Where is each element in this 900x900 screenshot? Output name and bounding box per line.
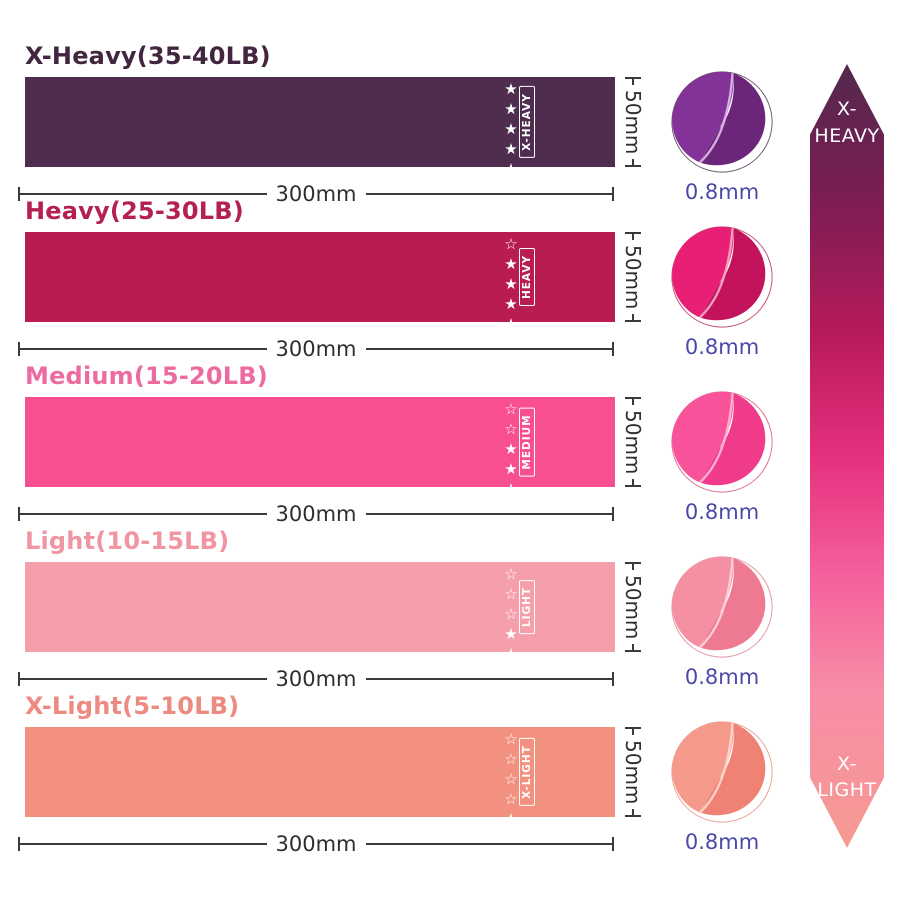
- band-rectangle: ☆☆☆★★ LIGHT: [25, 562, 615, 665]
- band-row-x-light: X-Light(5-10LB) ☆☆☆☆★ X-LIGHT 300mm 50mm: [0, 690, 900, 856]
- band-rectangle: ☆☆★★★ MEDIUM: [25, 397, 615, 500]
- thickness-label: 0.8mm: [684, 665, 760, 689]
- band-title: Medium(15-20LB): [25, 362, 268, 390]
- band-fold-thumbnail: [669, 719, 775, 825]
- height-label: 50mm: [621, 244, 645, 310]
- dimension-tick: [612, 672, 614, 686]
- dimension-tick: [612, 342, 614, 356]
- dimension-tick: [625, 562, 641, 570]
- band-title: Heavy(25-30LB): [25, 197, 244, 225]
- dimension-tick: [625, 397, 641, 405]
- folded-band-icon: [671, 721, 773, 823]
- band-fold-thumbnail: [669, 69, 775, 175]
- thickness-label: 0.8mm: [684, 830, 760, 854]
- width-dimension: 300mm: [18, 667, 614, 691]
- width-label: 300mm: [275, 832, 357, 856]
- dimension-tick: [18, 507, 20, 521]
- dimension-tick: [18, 342, 20, 356]
- band-tag-label: LIGHT: [519, 579, 535, 635]
- height-label: 50mm: [621, 89, 645, 155]
- star-rating: ☆☆☆☆★: [502, 730, 520, 830]
- band-fold-thumbnail: [669, 389, 775, 495]
- band-title: X-Heavy(35-40LB): [25, 42, 271, 70]
- height-dimension: 50mm: [620, 77, 646, 167]
- height-dimension: 50mm: [620, 562, 646, 652]
- dimension-line: [20, 193, 267, 195]
- thickness-label: 0.8mm: [684, 500, 760, 524]
- star-rating: ★★★★★: [502, 80, 520, 180]
- band-rectangle: ☆☆☆☆★ X-LIGHT: [25, 727, 615, 830]
- dimension-tick: [612, 507, 614, 521]
- band-fold-thumbnail: [669, 224, 775, 330]
- thickness-label: 0.8mm: [684, 180, 760, 204]
- dimension-line: [365, 678, 612, 680]
- band-title: X-Light(5-10LB): [25, 692, 240, 720]
- band-row-heavy: Heavy(25-30LB) ☆★★★★ HEAVY 300mm 50mm: [0, 195, 900, 361]
- dimension-tick: [612, 187, 614, 201]
- width-dimension: 300mm: [18, 502, 614, 526]
- width-label: 300mm: [275, 502, 357, 526]
- band-tag-label: HEAVY: [519, 247, 535, 307]
- band-tag-label: X-LIGHT: [519, 738, 535, 806]
- band-row-medium: Medium(15-20LB) ☆☆★★★ MEDIUM 300mm 50mm: [0, 360, 900, 526]
- thickness-label: 0.8mm: [684, 335, 760, 359]
- band-tag-label: X-HEAVY: [519, 86, 535, 158]
- arrow-bottom-label-line1: X-: [837, 752, 857, 775]
- dimension-line: [20, 678, 267, 680]
- band-rectangle: ★★★★★ X-HEAVY: [25, 77, 615, 180]
- star-rating: ☆☆★★★: [502, 400, 520, 500]
- folded-band-icon: [671, 71, 773, 173]
- arrow-bottom-label-line2: LIGHT: [817, 779, 877, 802]
- arrow-top-label-line2: HEAVY: [814, 124, 880, 147]
- dimension-tick: [625, 479, 641, 487]
- width-label: 300mm: [275, 182, 357, 206]
- dimension-tick: [625, 644, 641, 652]
- dimension-tick: [18, 187, 20, 201]
- band-row-light: Light(10-15LB) ☆☆☆★★ LIGHT 300mm 50mm: [0, 525, 900, 691]
- height-label: 50mm: [621, 574, 645, 640]
- star-rating: ☆☆☆★★: [502, 565, 520, 665]
- height-dimension: 50mm: [620, 232, 646, 322]
- dimension-tick: [625, 809, 641, 817]
- arrow-top-label: X- HEAVY: [810, 96, 884, 149]
- height-label: 50mm: [621, 739, 645, 805]
- arrow-bottom-label: X- LIGHT: [810, 751, 884, 804]
- dimension-line: [20, 348, 267, 350]
- dimension-line: [365, 193, 612, 195]
- height-dimension: 50mm: [620, 397, 646, 487]
- folded-band-icon: [671, 226, 773, 328]
- dimension-tick: [18, 672, 20, 686]
- dimension-tick: [625, 232, 641, 240]
- band-fold-thumbnail: [669, 554, 775, 660]
- width-dimension: 300mm: [18, 182, 614, 206]
- dimension-line: [365, 513, 612, 515]
- dimension-tick: [612, 837, 614, 851]
- strength-gradient-arrow: X- HEAVY X- LIGHT: [810, 64, 884, 848]
- dimension-line: [365, 843, 612, 845]
- folded-band-icon: [671, 556, 773, 658]
- band-rectangle: ☆★★★★ HEAVY: [25, 232, 615, 335]
- width-dimension: 300mm: [18, 337, 614, 361]
- star-rating: ☆★★★★: [502, 235, 520, 335]
- dimension-line: [20, 513, 267, 515]
- width-dimension: 300mm: [18, 832, 614, 856]
- band-title: Light(10-15LB): [25, 527, 230, 555]
- band-row-x-heavy: X-Heavy(35-40LB) ★★★★★ X-HEAVY 300mm 50m…: [0, 40, 900, 206]
- dimension-tick: [625, 159, 641, 167]
- dimension-line: [365, 348, 612, 350]
- height-label: 50mm: [621, 409, 645, 475]
- width-label: 300mm: [275, 337, 357, 361]
- band-tag-label: MEDIUM: [519, 407, 535, 477]
- dimension-line: [20, 843, 267, 845]
- dimension-tick: [625, 727, 641, 735]
- dimension-tick: [18, 837, 20, 851]
- dimension-tick: [625, 77, 641, 85]
- folded-band-icon: [671, 391, 773, 493]
- height-dimension: 50mm: [620, 727, 646, 817]
- width-label: 300mm: [275, 667, 357, 691]
- arrow-top-label-line1: X-: [837, 98, 857, 120]
- dimension-tick: [625, 314, 641, 322]
